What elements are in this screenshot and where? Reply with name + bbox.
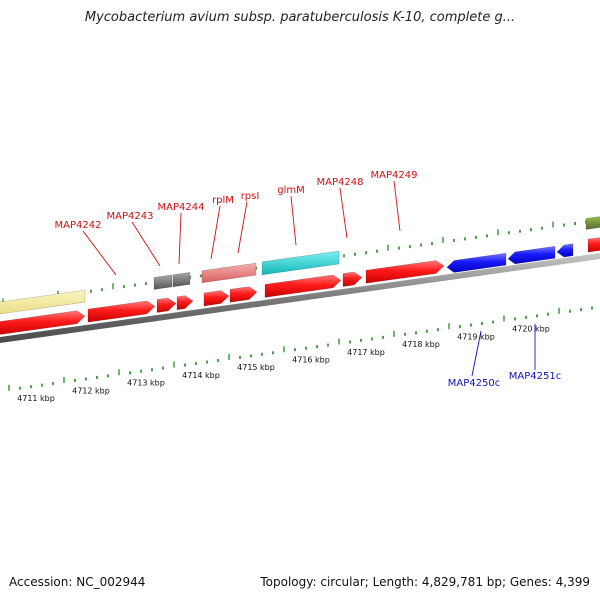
ruler-label: 4715 kbp xyxy=(237,363,275,372)
gene-label: MAP4250c xyxy=(448,378,500,389)
forward-cds xyxy=(587,237,600,253)
forward-cds xyxy=(342,271,363,287)
ruler-label: 4712 kbp xyxy=(72,386,110,395)
forward-cds xyxy=(203,290,230,307)
forward-cds xyxy=(365,260,445,284)
label-leader-line xyxy=(393,180,401,232)
ruler-label: 4720 kbp xyxy=(512,325,550,334)
gene-label: glmM xyxy=(277,185,305,196)
label-leader-line xyxy=(131,221,161,267)
reverse-cds xyxy=(446,252,507,273)
page-title: Mycobacterium avium subsp. paratuberculo… xyxy=(84,10,516,25)
genome-backbone xyxy=(0,253,600,343)
ruler-ticks-inner xyxy=(8,306,593,391)
ruler-label: 4718 kbp xyxy=(402,340,440,349)
ruler-label: 4717 kbp xyxy=(347,348,385,357)
ruler-labels: 4711 kbp 4712 kbp 4713 kbp 4714 kbp 4715 kbp… xyxy=(17,325,550,403)
reverse-cds xyxy=(556,243,574,258)
ruler-label: 4711 kbp xyxy=(17,394,55,403)
trna-feature xyxy=(172,272,191,288)
label-leaders xyxy=(82,180,536,377)
forward-cds xyxy=(0,310,86,335)
genome-backbone-group xyxy=(0,253,600,343)
ruler-label: 4713 kbp xyxy=(127,379,165,388)
label-leader-line xyxy=(82,230,117,276)
forward-cds xyxy=(176,295,194,311)
gene-label: rplM xyxy=(212,195,234,206)
gene-label: MAP4243 xyxy=(107,211,154,222)
genome-summary-text: Topology: circular; Length: 4,829,781 bp… xyxy=(260,575,590,589)
gene-label: rpsI xyxy=(241,191,260,202)
gene-label: MAP4251c xyxy=(509,371,561,382)
forward-cds xyxy=(87,300,156,323)
misc-feature xyxy=(261,250,340,276)
ruler-label: 4719 kbp xyxy=(457,332,495,341)
label-leader-line xyxy=(210,205,221,260)
misc-feature xyxy=(201,262,257,284)
gene-label: MAP4242 xyxy=(55,220,102,231)
label-leader-line xyxy=(237,201,248,254)
label-leader-line xyxy=(178,212,182,265)
gene-label: MAP4244 xyxy=(158,202,205,213)
gene-labels: MAP4242 MAP4243 MAP4244 rplM rpsI glmM MAP4248… xyxy=(55,170,562,389)
rrna-feature xyxy=(0,289,86,315)
forward-cds xyxy=(156,297,177,313)
ruler-label: 4716 kbp xyxy=(292,355,330,364)
gene-label: MAP4248 xyxy=(317,177,364,188)
gene-label: MAP4249 xyxy=(371,170,418,181)
forward-cds xyxy=(264,274,342,298)
label-leader-line xyxy=(471,330,482,377)
ruler-label: 4714 kbp xyxy=(182,371,220,380)
misc-feature xyxy=(585,216,600,230)
trna-feature xyxy=(153,274,173,290)
label-leader-line xyxy=(339,187,348,239)
reverse-cds xyxy=(507,245,556,265)
accession-text: Accession: NC_002944 xyxy=(9,575,146,589)
label-leader-line xyxy=(290,195,297,246)
forward-cds xyxy=(229,286,258,303)
feature-track xyxy=(0,216,600,335)
